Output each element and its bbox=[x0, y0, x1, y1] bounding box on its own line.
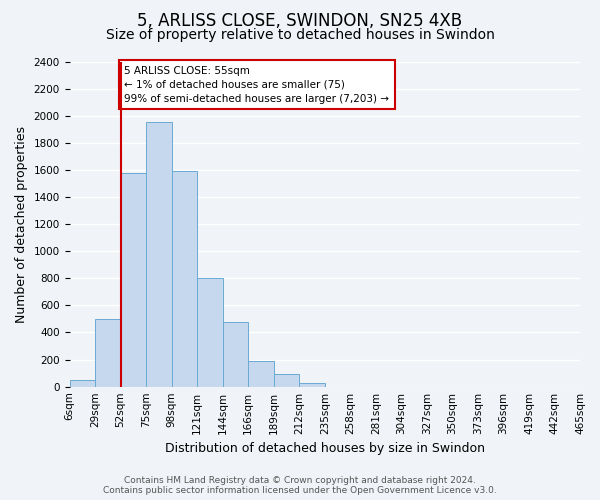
Bar bbox=[172, 171, 197, 386]
Bar bbox=[274, 374, 299, 386]
Text: Size of property relative to detached houses in Swindon: Size of property relative to detached ho… bbox=[106, 28, 494, 42]
X-axis label: Distribution of detached houses by size in Swindon: Distribution of detached houses by size … bbox=[165, 442, 485, 455]
Y-axis label: Number of detached properties: Number of detached properties bbox=[15, 126, 28, 322]
Bar bbox=[223, 322, 248, 386]
Bar bbox=[121, 172, 146, 386]
Bar bbox=[146, 122, 172, 386]
Bar bbox=[197, 278, 223, 386]
Text: 5, ARLISS CLOSE, SWINDON, SN25 4XB: 5, ARLISS CLOSE, SWINDON, SN25 4XB bbox=[137, 12, 463, 30]
Bar bbox=[299, 382, 325, 386]
Text: 5 ARLISS CLOSE: 55sqm
← 1% of detached houses are smaller (75)
99% of semi-detac: 5 ARLISS CLOSE: 55sqm ← 1% of detached h… bbox=[124, 66, 389, 104]
Bar bbox=[95, 319, 121, 386]
Bar bbox=[70, 380, 95, 386]
Text: Contains HM Land Registry data © Crown copyright and database right 2024.
Contai: Contains HM Land Registry data © Crown c… bbox=[103, 476, 497, 495]
Bar bbox=[248, 361, 274, 386]
